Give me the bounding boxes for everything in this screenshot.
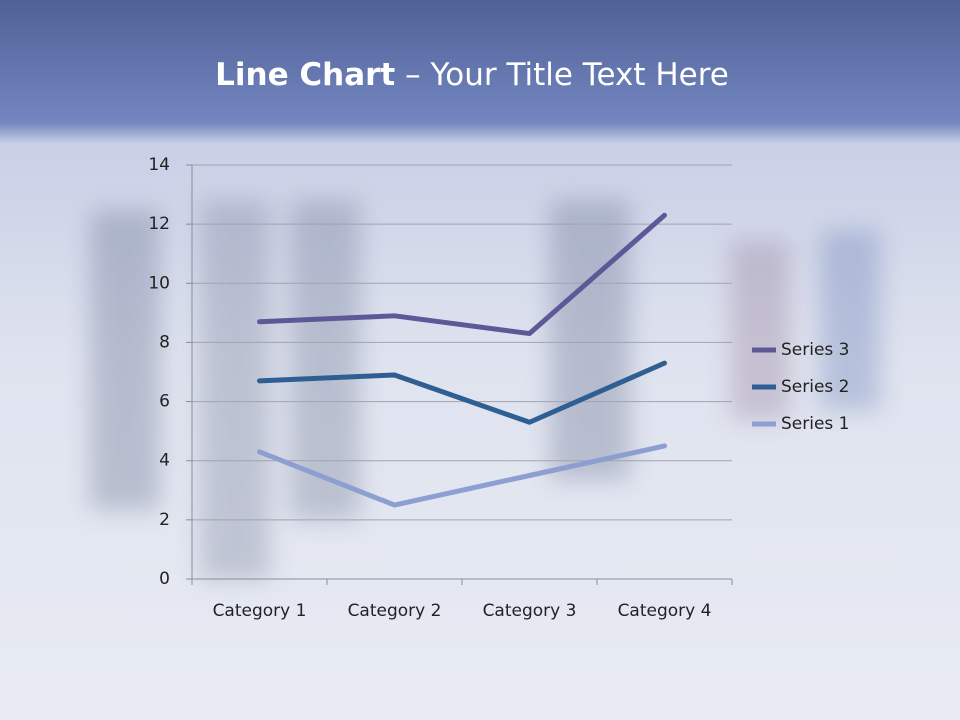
- x-tick-label: Category 3: [483, 601, 577, 621]
- x-tick-label: Category 4: [618, 601, 712, 621]
- y-tick-label: 0: [159, 569, 170, 589]
- y-tick-label: 2: [159, 510, 170, 530]
- chart-title: Line Chart – Your Title Text Here: [215, 57, 729, 93]
- y-tick-label: 8: [159, 332, 170, 352]
- y-tick-label: 6: [159, 392, 170, 412]
- y-tick-label: 12: [148, 214, 170, 234]
- legend-label: Series 2: [781, 377, 850, 397]
- series-line: [257, 443, 667, 508]
- series-line: [257, 212, 667, 337]
- title-rest: – Your Title Text Here: [405, 57, 729, 93]
- y-tick-label: 14: [148, 155, 170, 175]
- y-tick-label: 10: [148, 273, 170, 293]
- title-bold: Line Chart: [215, 57, 395, 93]
- background-figures: [90, 200, 880, 580]
- legend-label: Series 3: [781, 340, 850, 360]
- series-line: [257, 360, 667, 425]
- x-tick-label: Category 2: [348, 601, 442, 621]
- y-tick-label: 4: [159, 451, 170, 471]
- x-tick-label: Category 1: [213, 601, 307, 621]
- legend-label: Series 1: [781, 414, 850, 434]
